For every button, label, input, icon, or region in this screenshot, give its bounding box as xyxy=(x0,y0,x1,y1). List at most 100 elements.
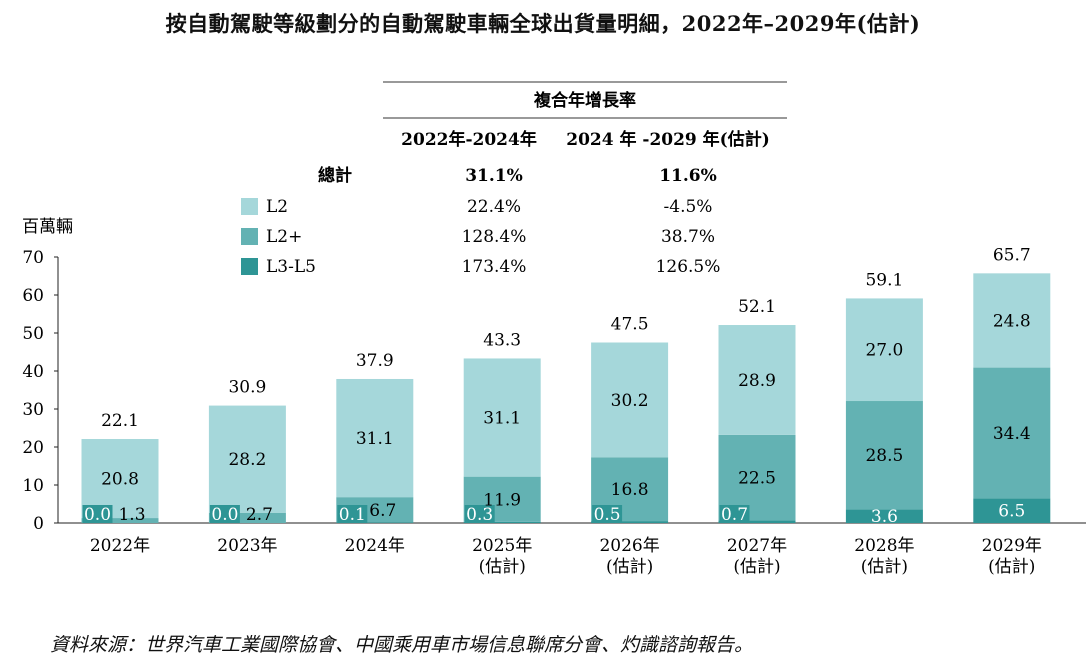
x-tick-label: 2029年 xyxy=(982,536,1042,556)
cagr-value-2022-2024: 128.4% xyxy=(462,227,527,247)
y-tick-label: 50 xyxy=(22,324,44,344)
legend-label: L3-L5 xyxy=(266,257,316,277)
data-label-total: 47.5 xyxy=(611,315,649,335)
label-box-l3-l5 xyxy=(82,505,113,523)
cagr-value-2024-2029: 38.7% xyxy=(661,227,715,247)
x-tick-label: (估計) xyxy=(861,557,908,577)
data-label-l2-plus: 2.7 xyxy=(246,505,273,525)
source-note: 資料來源：世界汽車工業國際協會、中國乘用車市場信息聯席分會、灼識諮詢報告。 xyxy=(50,634,754,656)
chart-title: 按自動駕駛等級劃分的自動駕駛車輛全球出貨量明細，2022年–2029年(估計) xyxy=(165,11,921,36)
label-box-l3-l5 xyxy=(592,505,623,523)
data-label-l3-l5: 0.5 xyxy=(594,505,621,525)
label-box-l3-l5 xyxy=(464,505,495,523)
data-label-l2-plus: 16.8 xyxy=(611,480,649,500)
bar-segment-l2 xyxy=(81,439,159,519)
data-label-total: 59.1 xyxy=(865,270,903,290)
bar-segment-l3-l5 xyxy=(845,509,923,523)
bar-segment-l3-l5 xyxy=(718,520,796,523)
cagr-col2-header: 2024 年 -2029 年(估計) xyxy=(566,129,770,150)
label-box-l3-l5 xyxy=(719,505,750,523)
data-label-l2: 28.2 xyxy=(228,450,266,470)
data-label-l2-plus: 22.5 xyxy=(738,469,776,489)
x-tick-label: 2022年 xyxy=(90,536,150,556)
data-label-l2: 24.8 xyxy=(993,311,1031,331)
stacked-bar-chart: 複合年增長率 2022年-2024年 2024 年 -2029 年(估計) 總計… xyxy=(22,81,1086,577)
bar-segment-l2 xyxy=(973,273,1051,368)
data-label-l3-l5: 0.1 xyxy=(339,505,366,525)
cagr-value-2022-2024: 173.4% xyxy=(462,257,527,277)
bar-segment-l2 xyxy=(845,298,923,402)
x-tick-label: 2025年 xyxy=(472,536,532,556)
y-tick-label: 40 xyxy=(22,362,44,382)
x-tick-label: 2023年 xyxy=(217,536,277,556)
data-label-l3-l5: 6.5 xyxy=(998,502,1025,522)
bar-segment-l2 xyxy=(718,325,796,435)
x-tick-label: 2024年 xyxy=(345,536,405,556)
bar-segment-l2- xyxy=(845,401,923,510)
data-label-l3-l5: 0.3 xyxy=(466,505,493,525)
y-axis-label: 百萬輛 xyxy=(22,217,73,237)
cagr-value-2024-2029: 126.5% xyxy=(656,257,721,277)
y-tick-label: 70 xyxy=(22,248,44,268)
x-tick-label: (估計) xyxy=(606,557,653,577)
data-label-total: 22.1 xyxy=(101,411,139,431)
cagr-table: 複合年增長率 2022年-2024年 2024 年 -2029 年(估計) 總計… xyxy=(241,81,787,277)
data-label-total: 30.9 xyxy=(228,378,266,398)
data-label-l2-plus: 6.7 xyxy=(369,501,396,521)
bar-segment-l2 xyxy=(336,378,414,498)
data-label-l3-l5: 3.6 xyxy=(871,507,898,527)
data-label-total: 37.9 xyxy=(356,351,394,371)
data-label-l2: 31.1 xyxy=(483,409,521,429)
data-label-l3-l5: 0.7 xyxy=(721,505,748,525)
cagr-col1-header: 2022年-2024年 xyxy=(401,129,537,150)
bar-segment-l3-l5 xyxy=(591,521,669,523)
bar-segment-l2 xyxy=(591,342,669,458)
x-tick-label: 2028年 xyxy=(854,536,914,556)
data-label-total: 65.7 xyxy=(993,245,1031,265)
data-label-l2: 20.8 xyxy=(101,470,139,490)
data-label-l2-plus: 11.9 xyxy=(483,490,521,510)
legend-label: L2+ xyxy=(266,227,302,247)
legend-swatch-l2- xyxy=(241,228,258,245)
y-tick-label: 0 xyxy=(33,514,44,534)
cagr-value-2024-2029: 11.6% xyxy=(659,166,717,186)
bar-segment-l2 xyxy=(463,358,541,477)
data-label-total: 52.1 xyxy=(738,297,776,317)
data-label-total: 43.3 xyxy=(483,330,521,350)
legend-swatch-l3-l5 xyxy=(241,258,258,275)
cagr-value-2024-2029: -4.5% xyxy=(664,197,713,217)
y-tick-label: 30 xyxy=(22,400,44,420)
data-label-l3-l5: 0.0 xyxy=(211,505,238,525)
y-tick-label: 10 xyxy=(22,476,44,496)
label-box-l3-l5 xyxy=(209,505,240,523)
data-label-l2-plus: 1.3 xyxy=(118,505,145,525)
legend-label: L2 xyxy=(266,197,288,217)
data-label-l3-l5: 0.0 xyxy=(84,505,111,525)
x-tick-label: (估計) xyxy=(479,557,526,577)
cagr-row-label: 總計 xyxy=(318,165,352,186)
legend-swatch-l2 xyxy=(241,198,258,215)
bar-segment-l3-l5 xyxy=(973,498,1051,523)
bar-segment-l2- xyxy=(973,367,1051,499)
data-label-l2-plus: 34.4 xyxy=(993,424,1031,444)
data-label-l2: 27.0 xyxy=(865,341,903,361)
label-box-l3-l5 xyxy=(337,505,368,523)
x-tick-label: 2027年 xyxy=(727,536,787,556)
data-label-l2: 28.9 xyxy=(738,371,776,391)
cagr-header: 複合年增長率 xyxy=(533,90,636,111)
x-tick-label: 2026年 xyxy=(599,536,659,556)
cagr-value-2022-2024: 31.1% xyxy=(465,166,523,186)
data-label-l2: 31.1 xyxy=(356,429,394,449)
bar-segment-l2- xyxy=(81,518,159,523)
bars-group: 20.8 0.0 1.3 22.1 28.2 0.0 2.7 30.9 31.1 0.1 6.7 37… xyxy=(81,245,1051,527)
x-tick-label: (估計) xyxy=(988,557,1035,577)
y-tick-label: 20 xyxy=(22,438,44,458)
data-label-l2-plus: 28.5 xyxy=(865,446,903,466)
bar-segment-l2 xyxy=(208,405,286,513)
x-tick-label: (估計) xyxy=(733,557,780,577)
y-tick-label: 60 xyxy=(22,286,44,306)
bar-segment-l2- xyxy=(208,512,286,523)
data-label-l2: 30.2 xyxy=(611,391,649,411)
cagr-value-2022-2024: 22.4% xyxy=(467,197,521,217)
